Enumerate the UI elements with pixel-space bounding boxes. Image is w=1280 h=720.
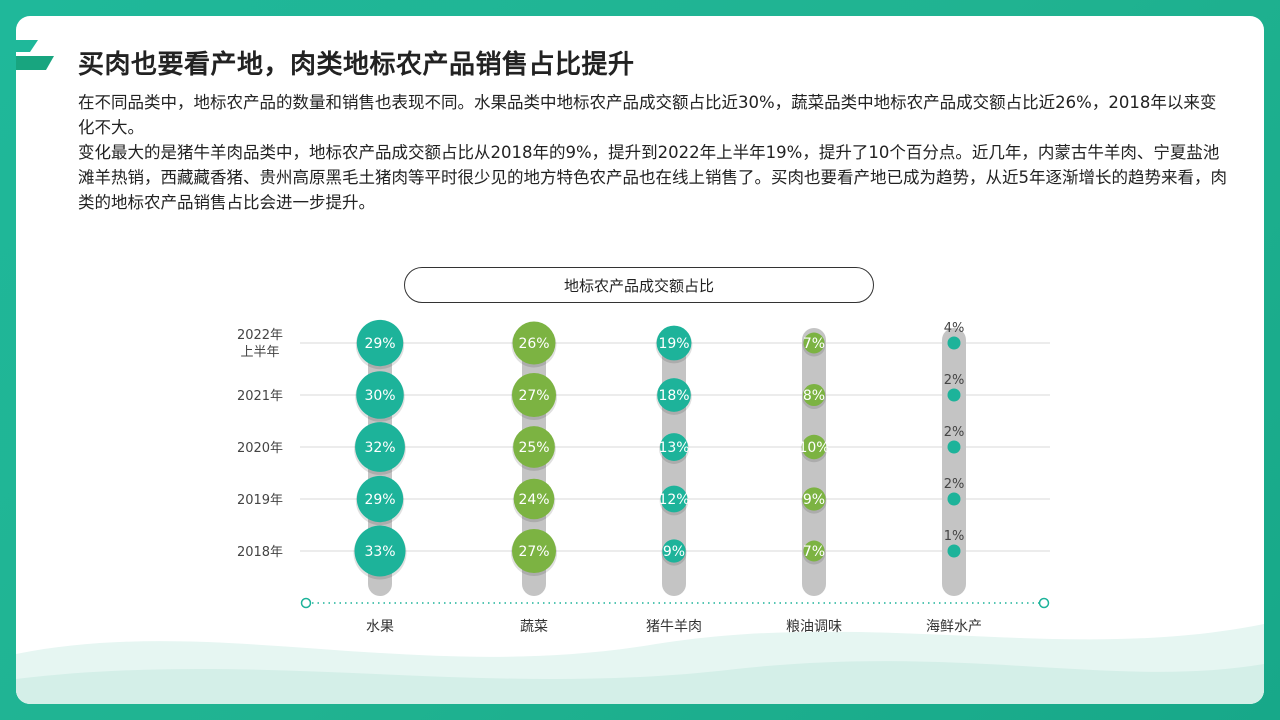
bubble xyxy=(947,492,961,506)
bubble xyxy=(355,422,405,472)
data-label: 18% xyxy=(658,388,689,404)
bubble xyxy=(947,544,961,558)
chart-title: 地标农产品成交额占比 xyxy=(404,267,874,303)
page-title: 买肉也要看产地，肉类地标农产品销售占比提升 xyxy=(78,50,635,80)
bubble xyxy=(513,426,555,468)
y-tick-label: 2019年 xyxy=(237,493,283,508)
bubble xyxy=(660,485,688,513)
data-label: 9% xyxy=(803,492,825,508)
data-label: 26% xyxy=(518,336,549,352)
bubble xyxy=(511,372,557,418)
bubble xyxy=(356,319,404,367)
data-label: 12% xyxy=(658,492,689,508)
bubble xyxy=(657,378,691,412)
data-label: 2% xyxy=(944,373,965,388)
data-label: 32% xyxy=(364,440,395,456)
x-tick-label: 蔬菜 xyxy=(520,619,548,635)
y-tick-label: 2021年 xyxy=(237,389,283,404)
axis-end-dot xyxy=(300,597,312,609)
bubble xyxy=(656,325,692,361)
x-tick-label: 粮油调味 xyxy=(786,619,842,635)
data-label: 2% xyxy=(944,477,965,492)
description: 在不同品类中，地标农产品的数量和销售也表现不同。水果品类中地标农产品成交额占比近… xyxy=(78,90,1228,215)
bubble xyxy=(947,388,961,402)
bubble xyxy=(803,332,825,354)
bubble xyxy=(354,525,406,577)
data-label: 13% xyxy=(658,440,689,456)
data-label: 10% xyxy=(798,440,829,456)
data-label: 29% xyxy=(364,336,395,352)
slide-card: 买肉也要看产地，肉类地标农产品销售占比提升 在不同品类中，地标农产品的数量和销售… xyxy=(16,16,1264,704)
data-label: 27% xyxy=(518,388,549,404)
data-label: 2% xyxy=(944,425,965,440)
data-label: 7% xyxy=(803,336,825,352)
bubble xyxy=(947,336,961,350)
bubble xyxy=(802,383,826,407)
y-tick-label: 2020年 xyxy=(237,441,283,456)
data-label: 19% xyxy=(658,336,689,352)
data-label: 1% xyxy=(944,529,965,544)
bubble xyxy=(513,478,555,520)
data-label: 4% xyxy=(944,321,965,336)
bubble xyxy=(356,475,404,523)
x-tick-label: 水果 xyxy=(366,619,394,635)
y-tick-label: 2018年 xyxy=(237,545,283,560)
bubble xyxy=(512,321,556,365)
data-label: 33% xyxy=(364,544,395,560)
data-label: 9% xyxy=(663,544,685,560)
decorative-waves xyxy=(16,624,1264,704)
data-label: 24% xyxy=(518,492,549,508)
bubble-chart: 2018年 2019年 2020年 2021年 2022年上半年 33% 29% 32% 30%… xyxy=(237,319,1050,635)
bubble xyxy=(803,540,825,562)
title-accent-icon xyxy=(16,40,54,70)
bubble xyxy=(660,433,688,461)
bubble xyxy=(356,371,404,419)
bubble xyxy=(947,440,961,454)
data-label: 25% xyxy=(518,440,549,456)
y-tick-label: 2022年上半年 xyxy=(237,328,283,360)
x-tick-label: 海鲜水产 xyxy=(926,619,982,635)
bubble xyxy=(801,434,827,460)
data-label: 27% xyxy=(518,544,549,560)
bubble xyxy=(662,539,686,563)
x-tick-label: 猪牛羊肉 xyxy=(646,619,702,635)
data-label: 30% xyxy=(364,388,395,404)
data-label: 29% xyxy=(364,492,395,508)
data-label: 8% xyxy=(803,388,825,404)
bubble xyxy=(511,528,557,574)
axis-end-dot xyxy=(1038,597,1050,609)
paragraph-2: 变化最大的是猪牛羊肉品类中，地标农产品成交额占比从2018年的9%，提升到202… xyxy=(78,143,1227,212)
paragraph-1: 在不同品类中，地标农产品的数量和销售也表现不同。水果品类中地标农产品成交额占比近… xyxy=(78,93,1217,137)
bubble xyxy=(802,487,826,511)
data-label: 7% xyxy=(803,544,825,560)
